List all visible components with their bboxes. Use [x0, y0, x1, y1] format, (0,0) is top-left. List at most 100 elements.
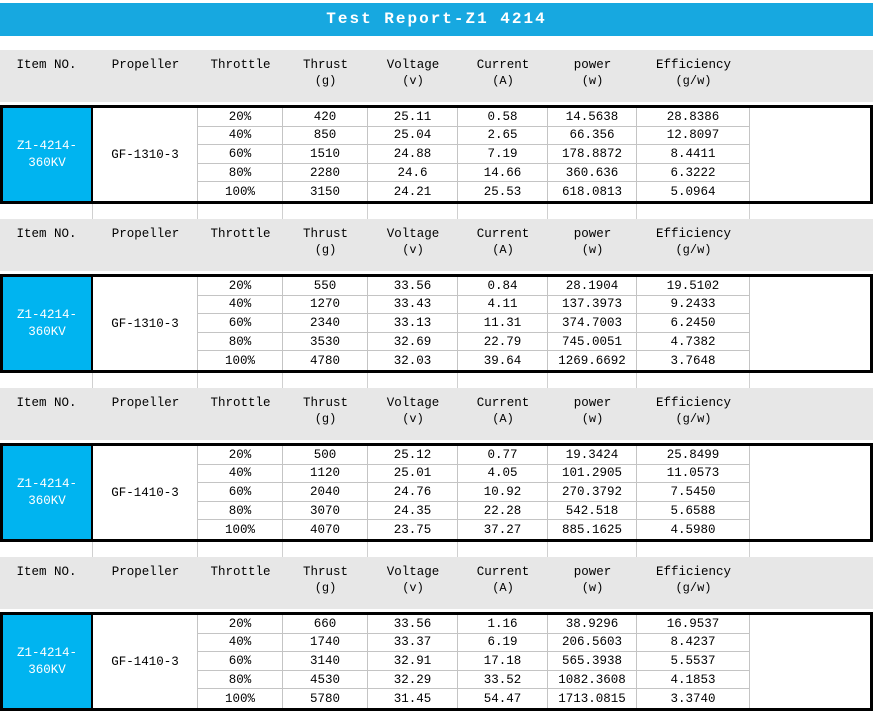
cell-throttle: 60% [198, 314, 283, 333]
cell-blank [750, 634, 870, 653]
data-row: 80% 2280 24.6 14.66 360.636 6.3222 [198, 163, 870, 183]
header-label: Current [476, 396, 530, 410]
cell-current: 0.58 [458, 108, 548, 127]
cell-throttle: 20% [198, 446, 283, 465]
header-cell-current: Current (A) [458, 557, 548, 609]
header-label: Propeller [111, 396, 180, 410]
cell-efficiency: 3.3740 [637, 689, 750, 708]
data-row: 80% 4530 32.29 33.52 1082.3608 4.1853 [198, 670, 870, 690]
cell-efficiency: 6.3222 [637, 163, 750, 183]
gap-cell [198, 204, 283, 219]
header-label: Throttle [210, 396, 271, 410]
gap-cell [548, 542, 637, 557]
header-label: Item NO. [16, 565, 77, 579]
data-row: 20% 660 33.56 1.16 38.9296 16.9537 [198, 615, 870, 634]
cell-efficiency: 4.5980 [637, 520, 750, 539]
cell-voltage: 33.43 [368, 295, 458, 315]
header-unit: (v) [402, 74, 424, 88]
cell-blank [750, 652, 870, 671]
header-unit: (v) [402, 243, 424, 257]
gap-cell [198, 542, 283, 557]
cell-current: 0.84 [458, 277, 548, 296]
item-no-cell: Z1-4214- 360KV [3, 615, 93, 708]
propeller-cell: GF-1410-3 [93, 446, 198, 539]
cell-current: 2.65 [458, 126, 548, 146]
cell-thrust: 1270 [283, 295, 368, 315]
data-rows: 20% 550 33.56 0.84 28.1904 19.5102 40% 1… [198, 277, 870, 370]
cell-throttle: 80% [198, 332, 283, 352]
cell-blank [750, 296, 870, 315]
header-cell-power: power (w) [548, 388, 637, 440]
header-cell-power: power (w) [548, 50, 637, 102]
header-cell-item-no: Item NO. [0, 50, 93, 102]
cell-voltage: 24.35 [368, 501, 458, 521]
cell-throttle: 80% [198, 670, 283, 690]
cell-thrust: 850 [283, 126, 368, 146]
header-cell-propeller: Propeller [93, 50, 198, 102]
cell-current: 0.77 [458, 446, 548, 465]
cell-thrust: 4530 [283, 670, 368, 690]
gap-cell [0, 373, 93, 388]
gap-cell [458, 542, 548, 557]
report-title: Test Report-Z1 4214 [0, 3, 873, 36]
cell-efficiency: 19.5102 [637, 277, 750, 296]
cell-power: 1269.6692 [548, 351, 637, 370]
cell-power: 1713.0815 [548, 689, 637, 708]
data-row: 80% 3070 24.35 22.28 542.518 5.6588 [198, 501, 870, 521]
header-cell-voltage: Voltage (v) [368, 219, 458, 271]
header-cell-thrust: Thrust (g) [283, 50, 368, 102]
item-no-line2: 360KV [28, 324, 66, 339]
grid-gap-strip [0, 542, 873, 557]
cell-voltage: 33.13 [368, 314, 458, 333]
data-row: 20% 420 25.11 0.58 14.5638 28.8386 [198, 108, 870, 127]
cell-blank [750, 483, 870, 502]
data-row: 60% 1510 24.88 7.19 178.8872 8.4411 [198, 145, 870, 164]
cell-voltage: 24.21 [368, 182, 458, 201]
header-cell-voltage: Voltage (v) [368, 50, 458, 102]
item-no-line2: 360KV [28, 662, 66, 677]
cell-power: 885.1625 [548, 520, 637, 539]
header-unit: (g/w) [675, 412, 712, 426]
header-label: Voltage [386, 565, 440, 579]
header-unit: (g) [314, 412, 337, 426]
header-label: Throttle [210, 227, 271, 241]
data-row: 100% 3150 24.21 25.53 618.0813 5.0964 [198, 182, 870, 201]
header-unit: (w) [581, 412, 604, 426]
header-cell-throttle: Throttle [198, 388, 283, 440]
cell-efficiency: 5.0964 [637, 182, 750, 201]
header-label: power [573, 227, 612, 241]
header-unit: (g) [314, 74, 337, 88]
cell-voltage: 33.37 [368, 633, 458, 653]
header-cell-power: power (w) [548, 219, 637, 271]
gap-cell [637, 542, 750, 557]
cell-thrust: 2040 [283, 483, 368, 502]
header-cell-throttle: Throttle [198, 557, 283, 609]
gap-cell [93, 373, 198, 388]
data-rows: 20% 500 25.12 0.77 19.3424 25.8499 40% 1… [198, 446, 870, 539]
cell-voltage: 32.91 [368, 652, 458, 671]
data-row: 40% 1740 33.37 6.19 206.5603 8.4237 [198, 633, 870, 653]
cell-power: 178.8872 [548, 145, 637, 164]
data-row: 20% 550 33.56 0.84 28.1904 19.5102 [198, 277, 870, 296]
cell-current: 1.16 [458, 615, 548, 634]
cell-blank [750, 465, 870, 484]
cell-blank [750, 277, 870, 296]
cell-efficiency: 11.0573 [637, 464, 750, 484]
cell-current: 37.27 [458, 520, 548, 539]
header-unit: (v) [402, 581, 424, 595]
header-cell-efficiency: Efficiency (g/w) [637, 219, 750, 271]
header-cell-blank [750, 557, 873, 609]
header-unit: (g/w) [675, 581, 712, 595]
item-no-line2: 360KV [28, 493, 66, 508]
cell-thrust: 5780 [283, 689, 368, 708]
cell-thrust: 420 [283, 108, 368, 127]
cell-throttle: 100% [198, 182, 283, 201]
cell-current: 14.66 [458, 163, 548, 183]
cell-efficiency: 5.6588 [637, 501, 750, 521]
cell-voltage: 23.75 [368, 520, 458, 539]
cell-throttle: 40% [198, 464, 283, 484]
data-row: 40% 850 25.04 2.65 66.356 12.8097 [198, 126, 870, 146]
cell-efficiency: 25.8499 [637, 446, 750, 465]
header-cell-current: Current (A) [458, 50, 548, 102]
header-cell-thrust: Thrust (g) [283, 219, 368, 271]
